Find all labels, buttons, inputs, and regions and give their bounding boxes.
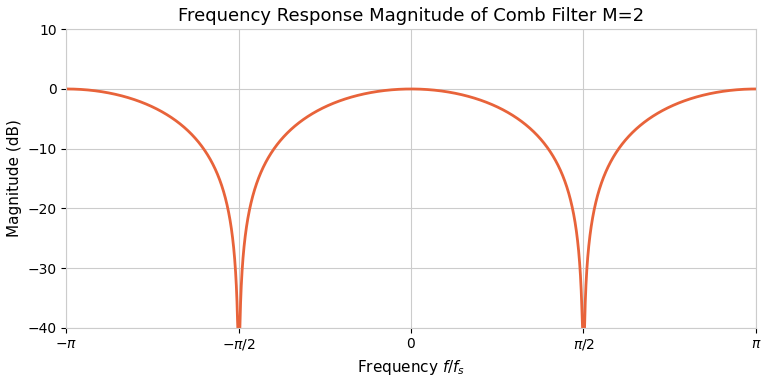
- Title: Frequency Response Magnitude of Comb Filter M=2: Frequency Response Magnitude of Comb Fil…: [178, 7, 644, 25]
- X-axis label: Frequency $f/f_s$: Frequency $f/f_s$: [357, 358, 465, 377]
- Y-axis label: Magnitude (dB): Magnitude (dB): [7, 119, 22, 237]
